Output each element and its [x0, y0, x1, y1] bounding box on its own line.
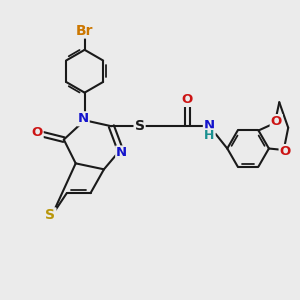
- Text: S: S: [135, 119, 145, 133]
- Text: O: O: [280, 145, 291, 158]
- Text: N: N: [204, 119, 215, 132]
- Text: N: N: [116, 146, 127, 160]
- Text: N: N: [78, 112, 89, 125]
- Text: O: O: [182, 93, 193, 106]
- Text: O: O: [271, 115, 282, 128]
- Text: H: H: [204, 129, 214, 142]
- Text: S: S: [45, 208, 56, 222]
- Text: Br: Br: [76, 23, 93, 38]
- Text: O: O: [32, 126, 43, 139]
